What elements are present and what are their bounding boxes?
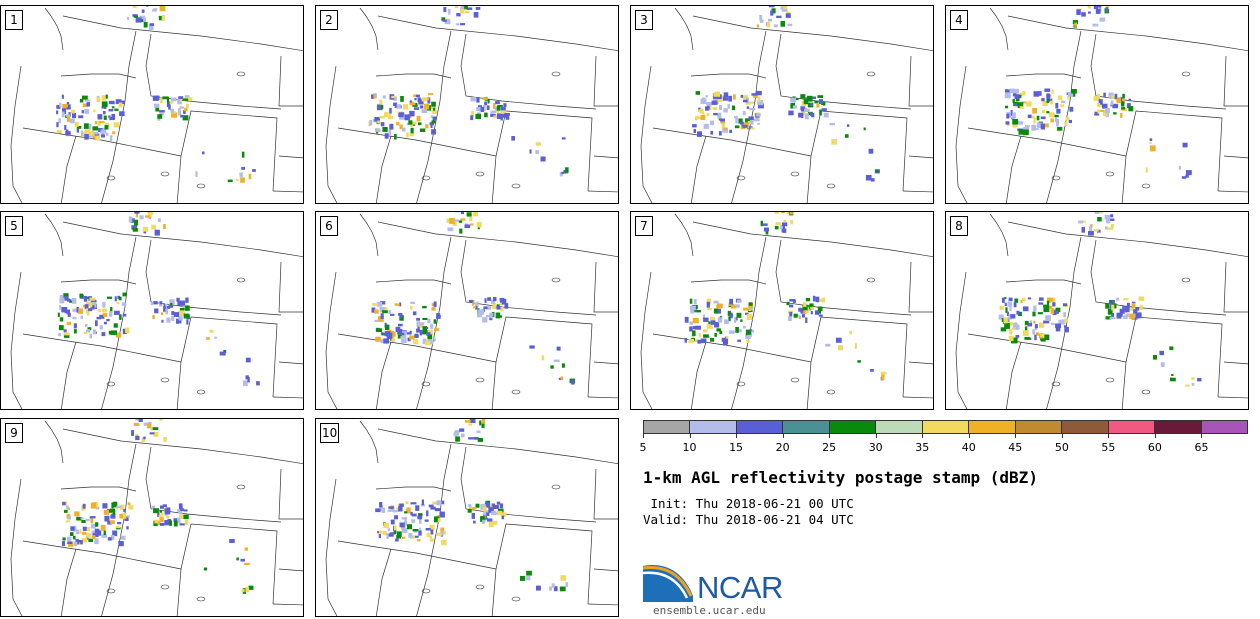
map-icon [640, 6, 933, 203]
colorbar-tick-label: 25 [822, 441, 837, 454]
colorbar-tick-label: 40 [961, 441, 976, 454]
colorbar-segment [1155, 421, 1202, 433]
map-icon [10, 212, 303, 409]
colorbar-tick [1015, 434, 1017, 438]
stamp-panel-9: 9 [0, 418, 304, 617]
stamp-panel-label: 1 [5, 10, 23, 30]
colorbar-tick-label: 5 [639, 441, 647, 454]
map-icon [10, 6, 303, 203]
colorbar-segment [1108, 421, 1156, 433]
stamp-panel-label: 8 [950, 216, 968, 236]
colorbar-segment [969, 421, 1016, 433]
valid-time: Valid: Thu 2018-06-21 04 UTC [643, 512, 854, 527]
colorbar-tick-label: 45 [1008, 441, 1023, 454]
colorbar-tick [689, 434, 691, 438]
colorbar-segment [922, 421, 970, 433]
colorbar-tick-label: 50 [1054, 441, 1069, 454]
colorbar-tick-label: 55 [1101, 441, 1116, 454]
stamp-panel-7: 7 [630, 211, 934, 410]
ncar-logo-text: NCAR [697, 570, 783, 605]
colorbar-tick [1061, 434, 1063, 438]
stamp-panel-6: 6 [315, 211, 619, 410]
map-icon [325, 419, 618, 616]
map-icon [955, 6, 1248, 203]
stamp-panel-8: 8 [945, 211, 1249, 410]
stamp-panel-label: 7 [635, 216, 653, 236]
stamp-panel-label: 10 [320, 423, 340, 443]
map-icon [325, 6, 618, 203]
stamp-panel-5: 5 [0, 211, 304, 410]
colorbar-tick-label: 60 [1147, 441, 1162, 454]
stamp-panel-label: 4 [950, 10, 968, 30]
colorbar-segment [1015, 421, 1063, 433]
colorbar-segment [644, 421, 691, 433]
colorbar-tick-label: 20 [775, 441, 790, 454]
colorbar-tick-label: 10 [682, 441, 697, 454]
stamp-panel-3: 3 [630, 5, 934, 204]
colorbar-tick [829, 434, 831, 438]
colorbar-segment [736, 421, 784, 433]
colorbar-segment [876, 421, 923, 433]
colorbar-tick [968, 434, 970, 438]
map-icon [640, 212, 933, 409]
colorbar-tick-label: 15 [729, 441, 744, 454]
stamp-panel-label: 3 [635, 10, 653, 30]
colorbar-tick-label: 35 [915, 441, 930, 454]
colorbar-tick-label: 65 [1194, 441, 1209, 454]
colorbar-segment [829, 421, 877, 433]
stamp-panel-1: 1 [0, 5, 304, 204]
colorbar-tick [643, 434, 644, 438]
colorbar-tick [1108, 434, 1110, 438]
reflectivity-colorbar [643, 420, 1248, 434]
colorbar-segment [783, 421, 830, 433]
colorbar-segment [690, 421, 737, 433]
colorbar-tick [1154, 434, 1156, 438]
stamp-panel-10: 10 [315, 418, 619, 617]
colorbar-segment [1201, 421, 1248, 433]
map-icon [955, 212, 1248, 409]
stamp-panel-2: 2 [315, 5, 619, 204]
colorbar-segment [1062, 421, 1109, 433]
init-time: Init: Thu 2018-06-21 00 UTC [643, 496, 854, 511]
colorbar-ticks: 5 10 15 20 25 30 35 40 45 50 55 60 65 [639, 434, 1248, 454]
colorbar-tick-label: 30 [868, 441, 883, 454]
colorbar-tick [1201, 434, 1203, 438]
stamp-panel-label: 9 [5, 423, 23, 443]
colorbar-tick [736, 434, 738, 438]
plot-title: 1-km AGL reflectivity postage stamp (dBZ… [643, 468, 1038, 487]
colorbar-tick [922, 434, 924, 438]
ncar-logo-icon [643, 565, 693, 602]
stamp-panel-4: 4 [945, 5, 1249, 204]
map-icon [10, 419, 303, 616]
colorbar-tick [782, 434, 784, 438]
site-url: ensemble.ucar.edu [653, 604, 766, 617]
stamp-panel-label: 5 [5, 216, 23, 236]
stamp-panel-label: 2 [320, 10, 338, 30]
colorbar-tick [875, 434, 877, 438]
stamp-panel-label: 6 [320, 216, 338, 236]
map-icon [325, 212, 618, 409]
